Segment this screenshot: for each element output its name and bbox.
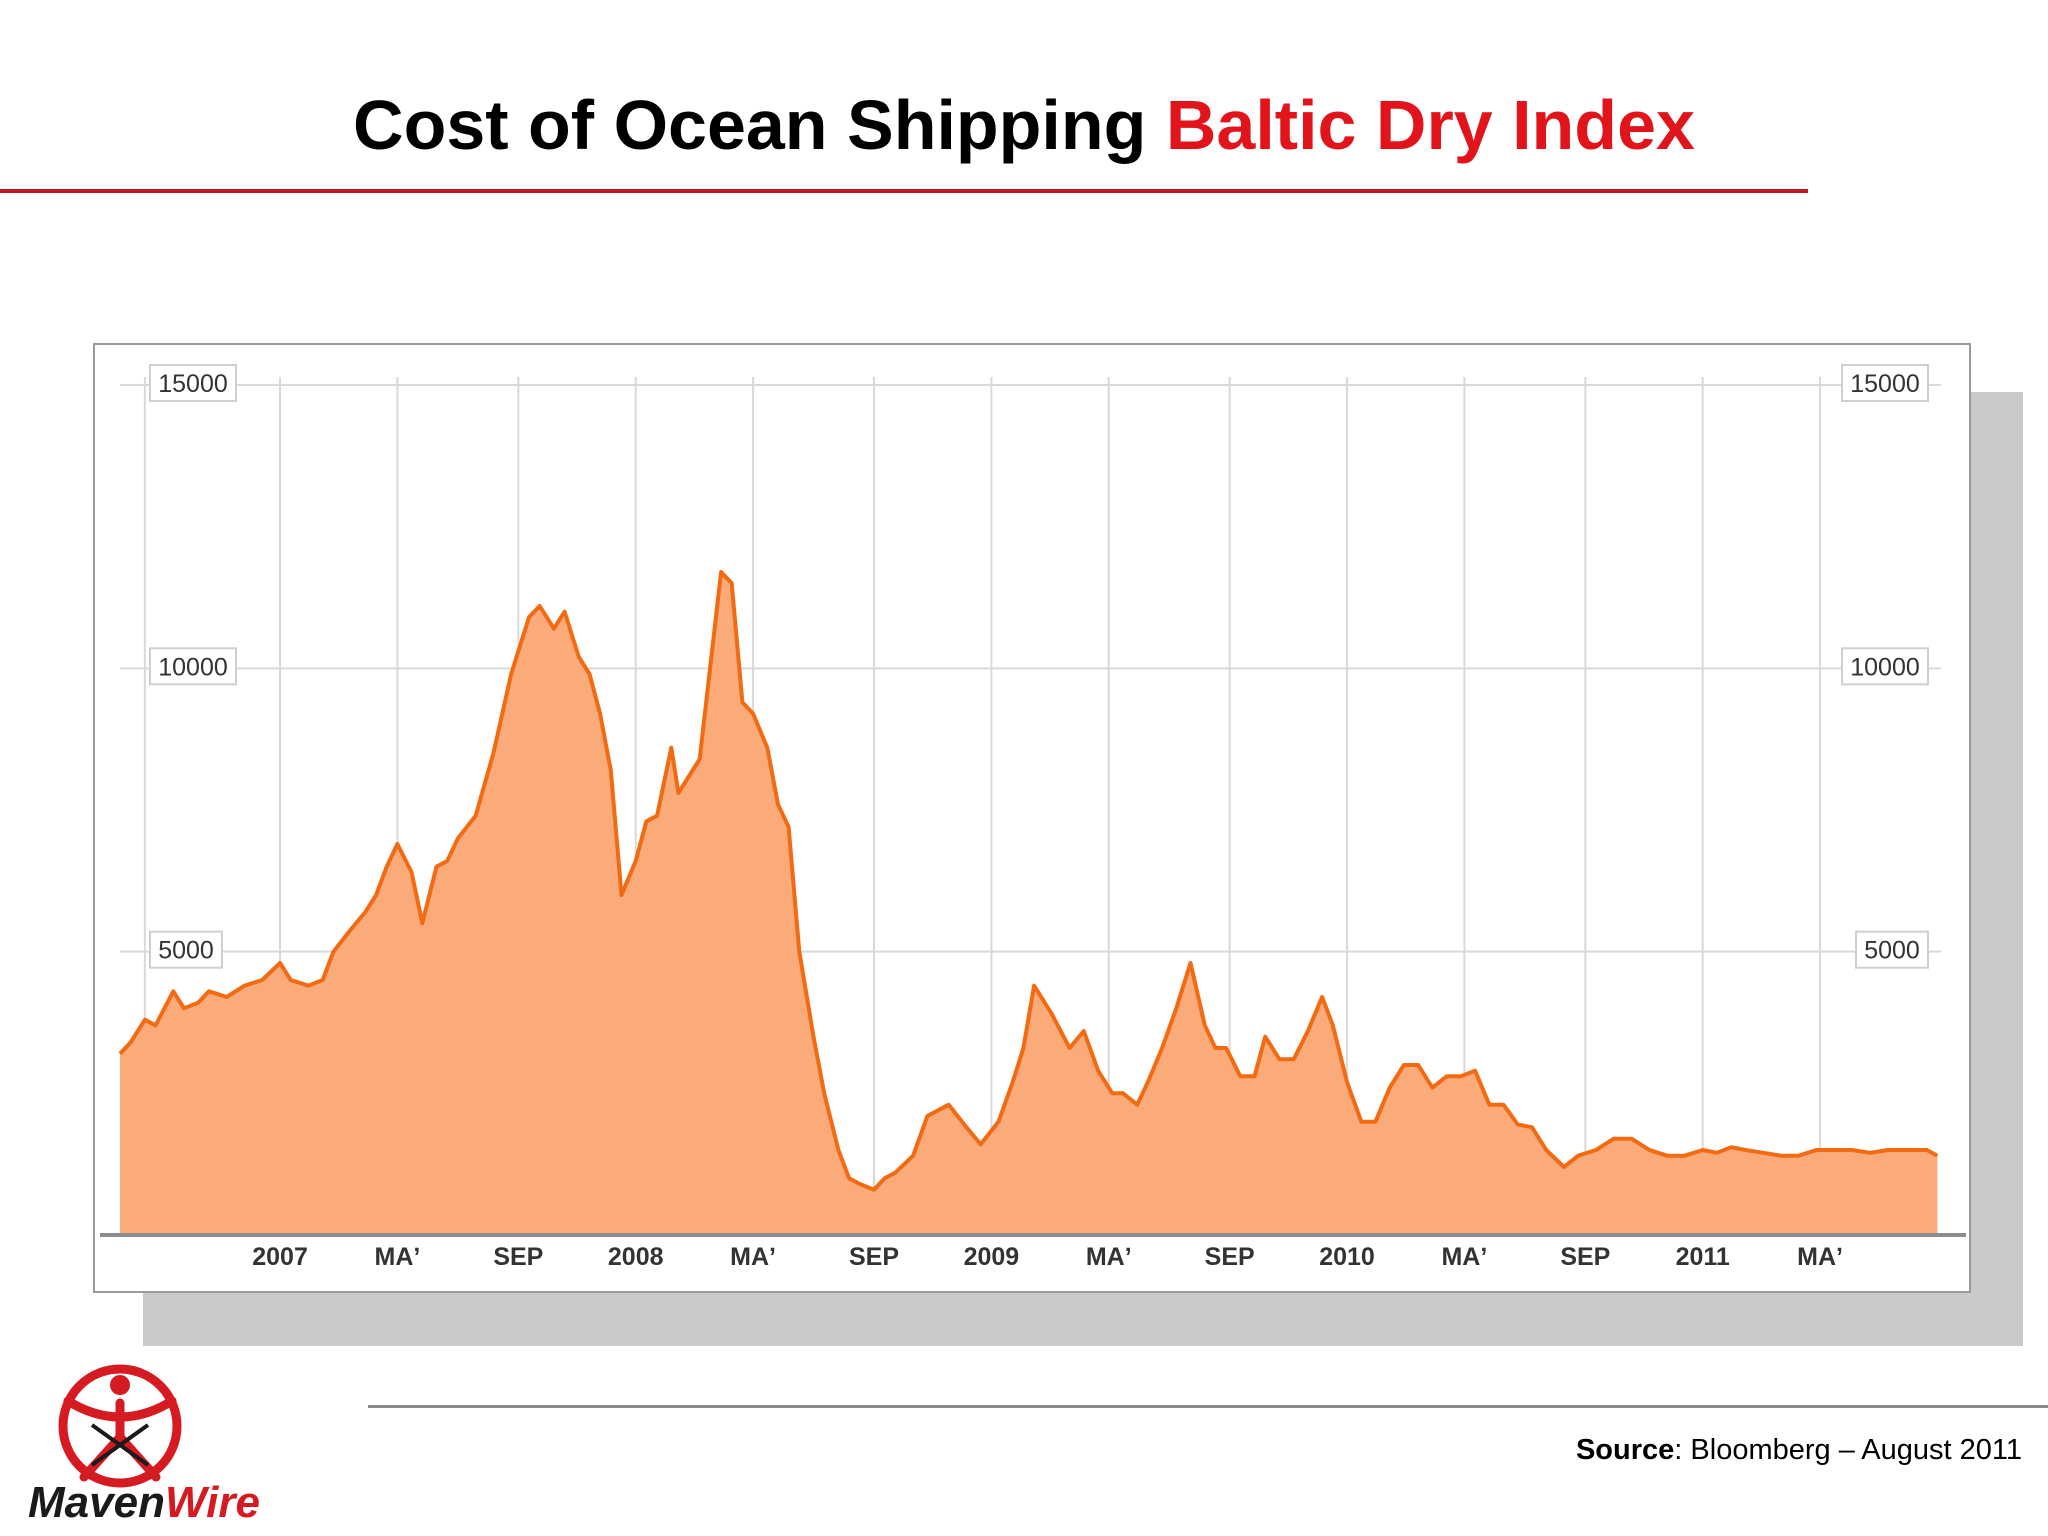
source-note: Source: Bloomberg – August 2011 xyxy=(1576,1434,2022,1467)
x-tick-label: MAʼ xyxy=(1086,1243,1132,1271)
series-area-fill xyxy=(120,572,1938,1235)
y-tick-label: 10000 xyxy=(158,653,228,681)
y-tick-label-box xyxy=(1841,647,1929,686)
x-tick-label: 2008 xyxy=(608,1243,664,1271)
y-tick-label: 5000 xyxy=(158,937,214,965)
logo-wordmark-maven: Maven xyxy=(28,1478,165,1527)
y-tick-label-box xyxy=(1841,364,1929,402)
mavenwire-logo xyxy=(58,1364,182,1488)
series-line xyxy=(118,570,1939,1192)
x-tick-label: SEP xyxy=(1205,1243,1255,1271)
x-tick-label: 2007 xyxy=(252,1243,308,1271)
source-label: Source xyxy=(1575,1434,1675,1466)
x-tick-label: SEP xyxy=(493,1243,543,1271)
logo-wordmark-wire: Wire xyxy=(164,1478,260,1527)
y-tick-label: 15000 xyxy=(1850,370,1920,398)
y-tick-label-box xyxy=(149,930,223,969)
x-tick-label: MAʼ xyxy=(1797,1243,1843,1271)
y-tick-label-box xyxy=(149,647,237,686)
data-area xyxy=(118,570,1939,1235)
tick-labels: 2007 MAʼ SEP 2008 MAʼ SEP 2009 MAʼ SEP 2010 MAʼ SEP… xyxy=(149,364,1929,1271)
y-tick-label: 10000 xyxy=(1850,653,1920,681)
logo-wordmark: MavenWire xyxy=(28,1478,260,1528)
logo-figure-head xyxy=(110,1375,130,1395)
slide-title-main: Cost of Ocean Shipping xyxy=(353,86,1147,164)
x-tick-label: SEP xyxy=(849,1243,899,1271)
slide-title: Cost of Ocean Shipping Baltic Dry Index xyxy=(0,85,2048,165)
footer-divider xyxy=(368,1405,2048,1408)
x-tick-label: 2010 xyxy=(1319,1243,1375,1271)
y-tick-label-box xyxy=(1855,930,1929,969)
logo-ring xyxy=(58,1364,182,1488)
logo-cross xyxy=(90,1423,150,1467)
slide-title-accent: Baltic Dry Index xyxy=(1165,86,1695,164)
y-tick-label: 15000 xyxy=(158,370,228,398)
x-tick-label: 2011 xyxy=(1676,1243,1730,1271)
x-tick-label: MAʼ xyxy=(730,1243,776,1271)
x-tick-label: 2009 xyxy=(964,1243,1020,1271)
x-tick-label: MAʼ xyxy=(1441,1243,1487,1271)
title-underline xyxy=(0,189,1808,193)
source-text: : Bloomberg – August 2011 xyxy=(1674,1434,2022,1466)
x-tick-label: SEP xyxy=(1560,1243,1610,1271)
logo-figure-body xyxy=(63,1396,177,1482)
y-tick-label-box xyxy=(149,364,237,402)
x-tick-label: MAʼ xyxy=(375,1243,421,1271)
y-tick-label: 5000 xyxy=(1864,937,1920,965)
